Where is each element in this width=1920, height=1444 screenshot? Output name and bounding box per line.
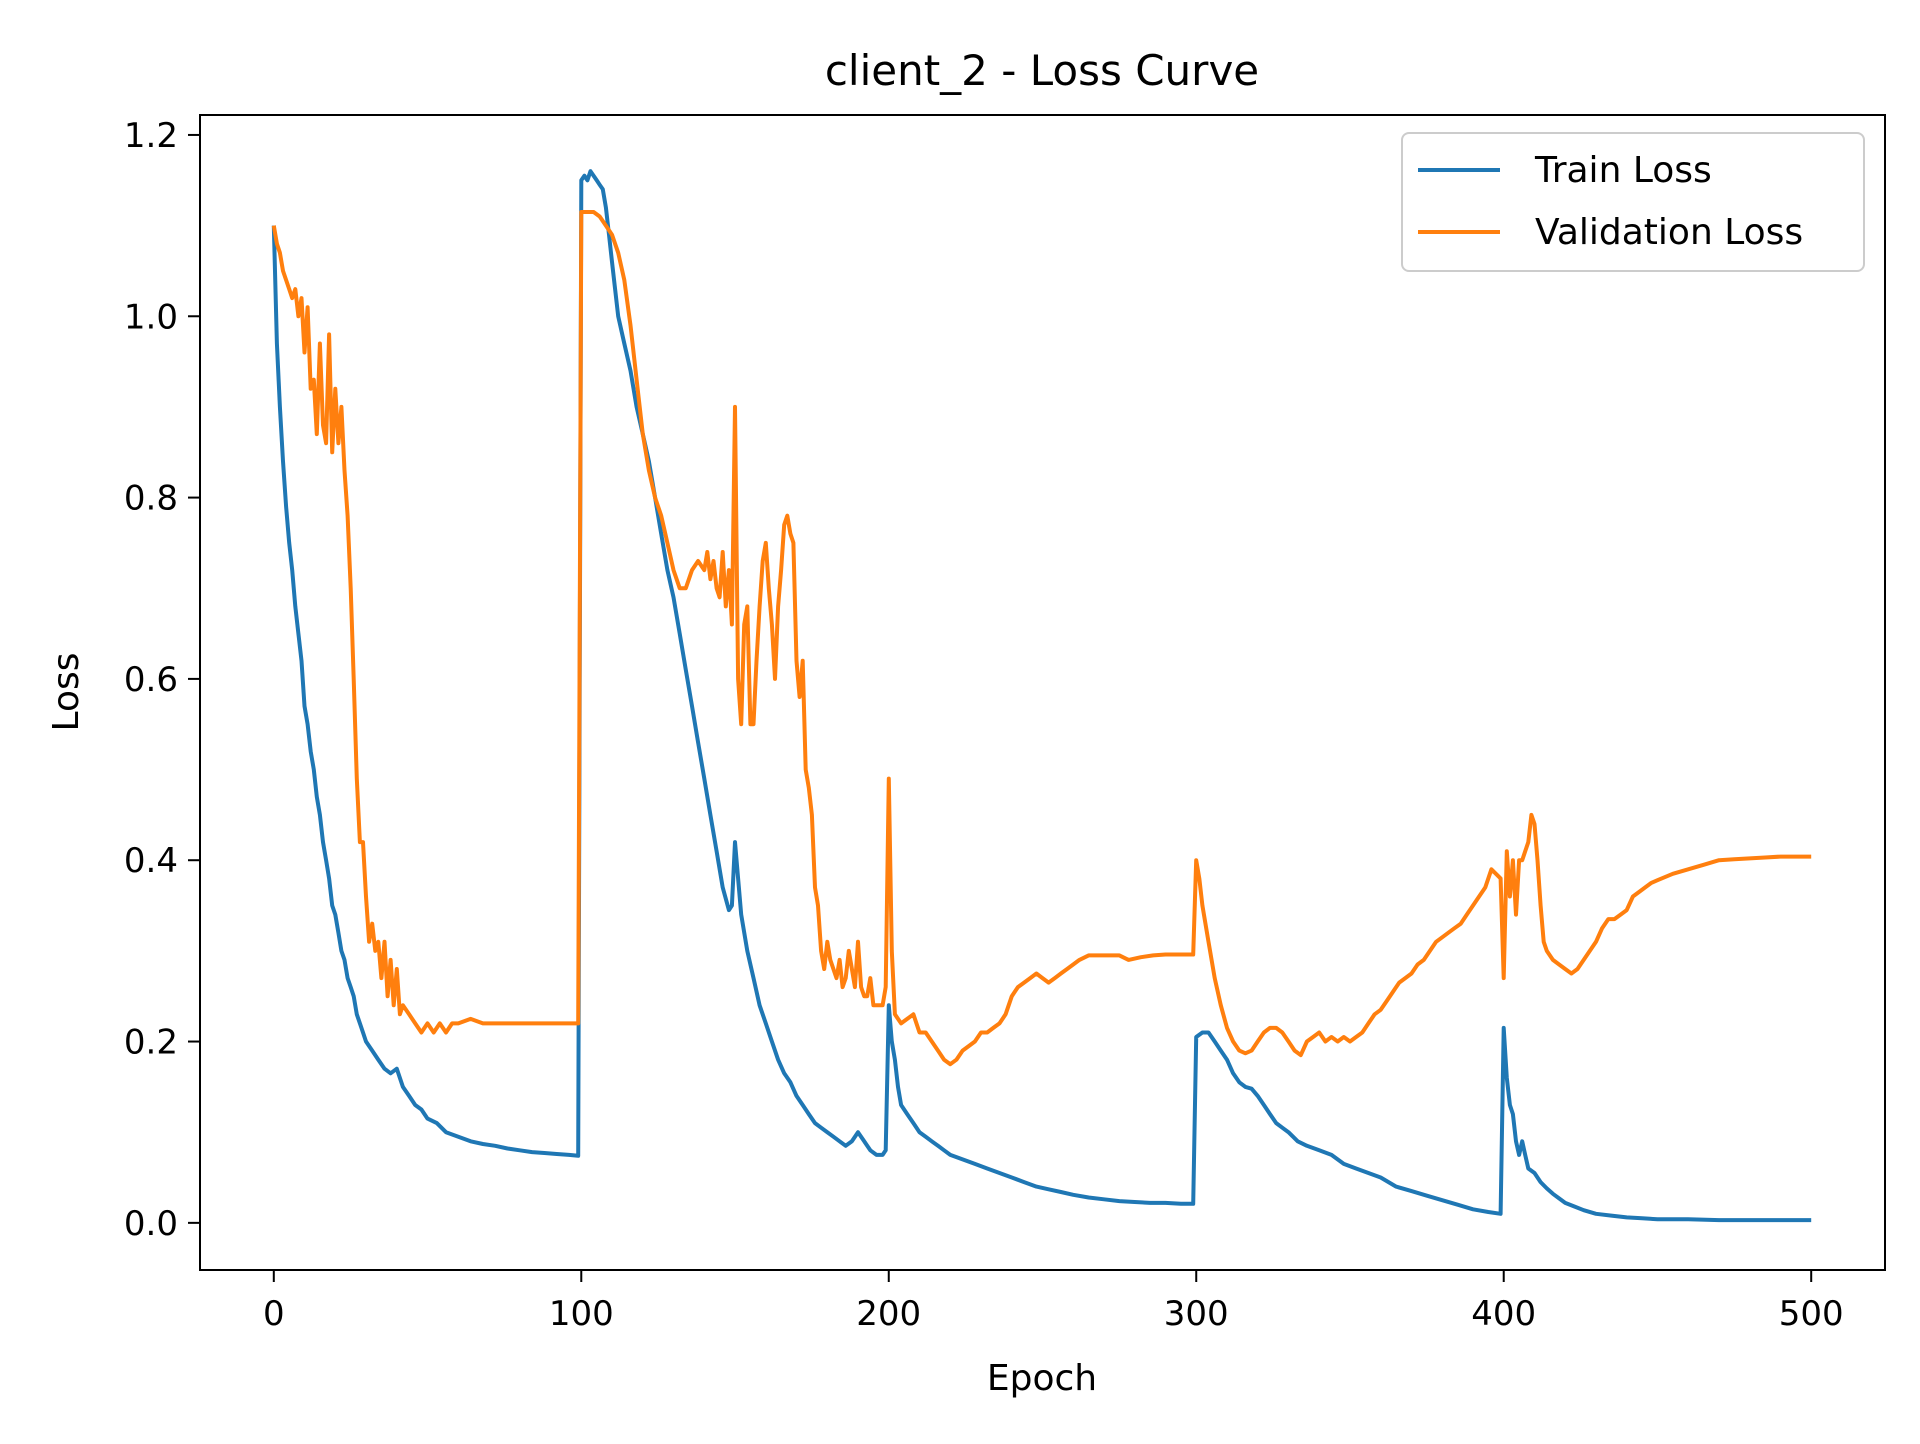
y-axis-label: Loss (46, 653, 87, 732)
x-tick-label: 500 (1779, 1294, 1844, 1334)
y-axis: 0.0 0.2 0.4 0.6 0.8 1.0 1.2 (124, 116, 200, 1244)
y-tick-label: 0.4 (124, 841, 178, 881)
legend: Train Loss Validation Loss (1401, 132, 1865, 272)
x-tick-label: 300 (1164, 1294, 1229, 1334)
series-line-validation-loss (271, 210, 1812, 1067)
x-tick-label: 400 (1471, 1294, 1536, 1334)
x-tick-label: 0 (263, 1294, 285, 1334)
x-axis-label: Epoch (987, 1358, 1097, 1399)
x-tick-label: 200 (856, 1294, 921, 1334)
plot-frame (199, 114, 1886, 1271)
series-line-train-loss (271, 169, 1812, 1223)
chart-title: client_2 - Loss Curve (825, 46, 1259, 95)
y-tick-label: 0.0 (124, 1204, 178, 1244)
plot-area (271, 169, 1812, 1223)
y-tick-label: 0.8 (124, 479, 178, 519)
x-tick-label: 100 (549, 1294, 614, 1334)
legend-label-validation-loss: Validation Loss (1535, 212, 1803, 253)
y-tick-label: 0.6 (124, 660, 178, 700)
legend-box (1401, 132, 1865, 272)
y-tick-label: 1.2 (124, 116, 178, 156)
y-tick-label: 0.2 (124, 1023, 178, 1063)
y-tick-label: 1.0 (124, 297, 178, 337)
legend-label-train-loss: Train Loss (1534, 150, 1712, 191)
x-axis: 0 100 200 300 400 500 (263, 1270, 1844, 1334)
